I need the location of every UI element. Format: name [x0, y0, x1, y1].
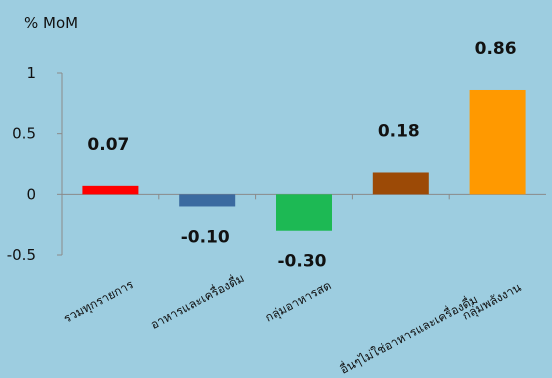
data-label: -0.30: [278, 252, 327, 272]
data-label: -0.10: [181, 227, 230, 247]
x-tick-label: อาหารและเครื่องดื่ม: [147, 269, 246, 332]
bar: [469, 89, 526, 195]
bar: [372, 172, 429, 195]
y-tick-label: 0.5: [12, 125, 36, 143]
x-tick-label: รวมทุกรายการ: [61, 277, 136, 327]
y-tick-label: 1: [26, 64, 36, 82]
y-axis-label: % MoM: [24, 14, 78, 32]
data-labels: 0.07 -0.10 -0.30 0.18 0.86: [87, 39, 516, 272]
y-axis: 1 0.5 0 -0.5: [7, 64, 546, 264]
bar: [82, 185, 139, 195]
y-tick-label: -0.5: [7, 246, 36, 264]
x-tick-label: กลุ่มอาหารสด: [263, 278, 334, 325]
data-label: 0.07: [87, 135, 129, 155]
bars: [82, 89, 526, 231]
x-tick-labels: รวมทุกรายการ อาหารและเครื่องดื่ม กลุ่มอาหา…: [61, 269, 524, 377]
bar: [179, 194, 236, 207]
data-label: 0.18: [378, 121, 420, 141]
x-tick-label: อื่นๆไม่ใช่อาหารและเครื่องดื่ม: [337, 290, 480, 376]
y-tick-label: 0: [26, 185, 36, 203]
bar: [276, 194, 332, 231]
data-label: 0.86: [475, 39, 517, 59]
